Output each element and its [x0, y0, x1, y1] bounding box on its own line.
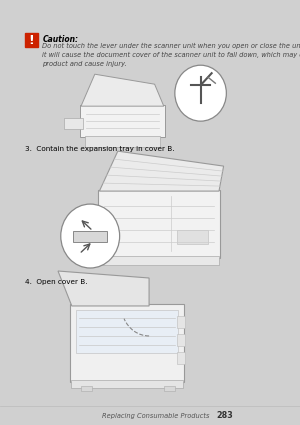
- Text: !: !: [28, 34, 34, 47]
- Text: Caution:: Caution:: [42, 35, 78, 44]
- FancyBboxPatch shape: [177, 316, 185, 328]
- Polygon shape: [99, 151, 224, 191]
- Circle shape: [175, 65, 226, 121]
- FancyBboxPatch shape: [73, 230, 107, 241]
- FancyBboxPatch shape: [99, 255, 220, 264]
- FancyBboxPatch shape: [98, 190, 220, 258]
- FancyBboxPatch shape: [25, 33, 38, 47]
- FancyBboxPatch shape: [80, 105, 165, 137]
- Polygon shape: [81, 74, 164, 106]
- Text: 4.  Open cover B.: 4. Open cover B.: [25, 279, 87, 285]
- FancyBboxPatch shape: [76, 311, 178, 353]
- Polygon shape: [58, 271, 149, 306]
- Text: Do not touch the lever under the scanner unit when you open or close the unit. T: Do not touch the lever under the scanner…: [42, 43, 300, 67]
- FancyBboxPatch shape: [64, 118, 83, 129]
- FancyBboxPatch shape: [177, 351, 185, 364]
- FancyBboxPatch shape: [71, 380, 183, 388]
- FancyBboxPatch shape: [85, 136, 160, 147]
- Circle shape: [61, 204, 120, 268]
- FancyBboxPatch shape: [70, 304, 184, 382]
- Text: 3.  Contain the expansion tray in cover B.: 3. Contain the expansion tray in cover B…: [25, 146, 174, 152]
- FancyBboxPatch shape: [177, 230, 208, 244]
- FancyBboxPatch shape: [177, 334, 185, 346]
- Text: 283: 283: [216, 411, 233, 420]
- Text: Replacing Consumable Products: Replacing Consumable Products: [103, 413, 210, 419]
- FancyBboxPatch shape: [164, 385, 175, 391]
- FancyBboxPatch shape: [81, 385, 92, 391]
